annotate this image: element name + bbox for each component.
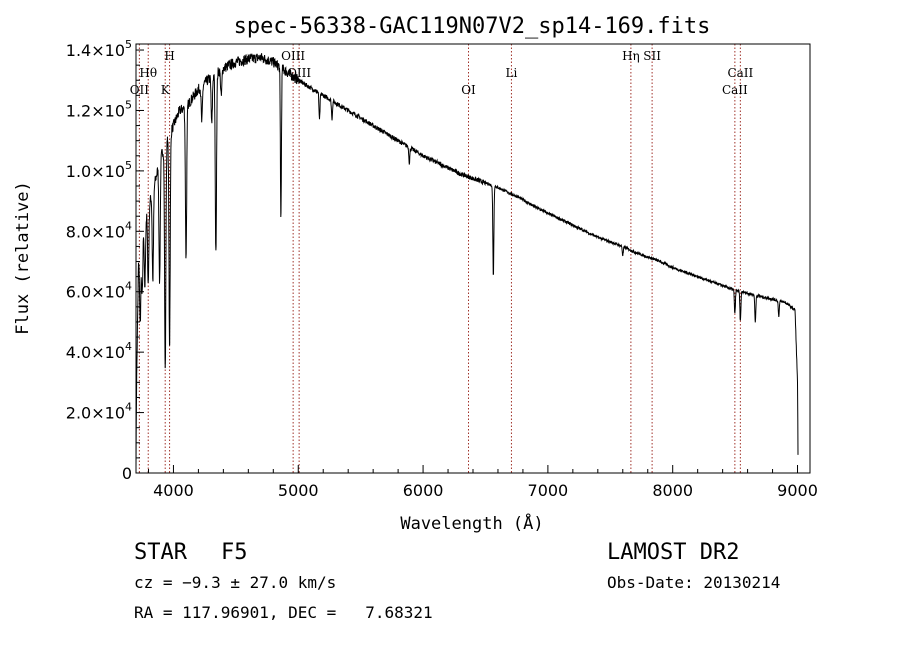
spectral-label-8: Hη [622,49,640,63]
subclass-label: F5 [220,540,248,565]
y-tick-label-2: 4.0×104 [66,340,132,362]
y-tick-label-3: 6.0×104 [66,280,132,302]
object-type: STAR F5 [134,540,247,565]
x-axis: 4000 5000 6000 7000 8000 9000 [147,465,818,500]
spectrum-line [135,53,799,468]
y-tick-label-1: 2.0×104 [66,401,132,423]
y-axis-label: Flux (relative) [13,181,33,335]
y-tick-label-6: 1.2×105 [66,98,132,120]
spectral-label-3: H [164,49,174,63]
x-tick-label-5000: 5000 [278,481,319,500]
spectral-label-1: Hθ [139,66,157,80]
x-tick-label-9000: 9000 [777,481,818,500]
plot-frame [135,43,811,474]
redshift-label: cz = −9.3 ± 27.0 km/s [134,573,337,592]
y-tick-label-5: 1.0×105 [66,159,132,181]
spectral-label-9: SII [643,49,661,63]
y-axis: 0 2.0×104 4.0×104 6.0×104 8.0×104 1.0×105 1.2×… [66,38,144,483]
object-type-label: STAR [134,540,187,565]
spectral-label-10: CaII [722,83,748,97]
x-tick-label-6000: 6000 [403,481,444,500]
spectral-label-4: OIII [281,49,305,63]
spectral-label-5: OIII [287,66,311,80]
chart-title: spec-56338-GAC119N07V2_sp14-169.fits [234,14,711,39]
coordinates-label: RA = 117.96901, DEC = 7.68321 [134,603,433,622]
obs-date-label: Obs-Date: 20130214 [607,573,781,592]
y-tick-label-4: 8.0×104 [66,219,132,241]
spectral-label-2: K [161,83,171,97]
spectral-label-11: CaII [727,66,753,80]
y-tick-label-0: 0 [122,464,132,483]
spectral-label-7: Li [506,66,518,80]
survey-label: LAMOST DR2 [607,540,740,565]
x-tick-label-7000: 7000 [528,481,569,500]
y-tick-label-7: 1.4×105 [66,38,132,60]
x-axis-label: Wavelength (Å) [400,512,543,534]
x-tick-label-4000: 4000 [153,481,194,500]
spectral-label-6: OI [461,83,476,97]
spectral-line-labels: OII Hθ K H OIII OIII OI Li Hη SII CaII CaII [130,49,754,97]
x-tick-label-8000: 8000 [652,481,693,500]
spectral-label-0: OII [130,83,150,97]
